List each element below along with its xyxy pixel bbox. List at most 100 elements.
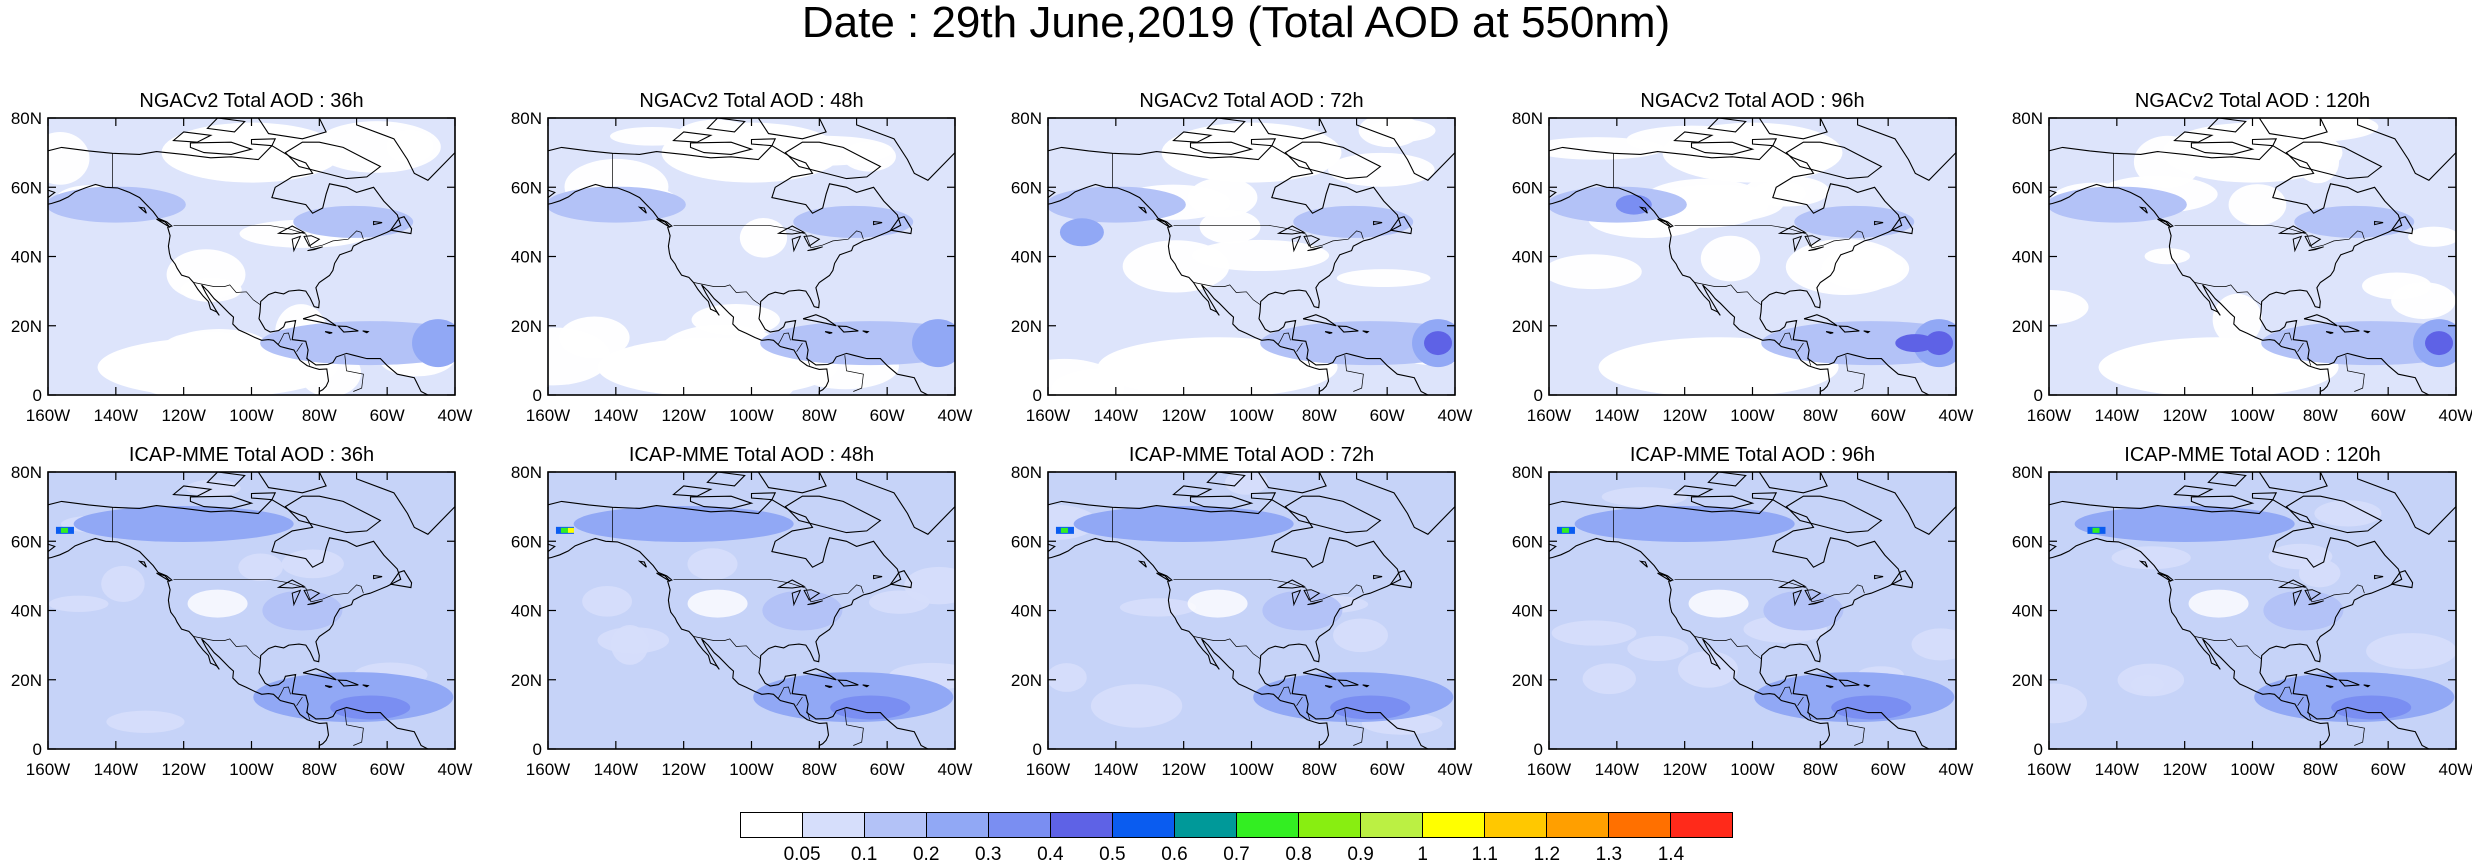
lon-tick-label: 60W bbox=[370, 760, 405, 779]
border-line bbox=[277, 686, 291, 699]
border-line bbox=[193, 282, 261, 306]
island-outline bbox=[1857, 118, 1956, 181]
island-outline bbox=[2337, 325, 2360, 333]
border-line bbox=[2307, 711, 2312, 720]
island-outline bbox=[2157, 572, 2172, 582]
border-line bbox=[1277, 686, 1291, 699]
island-outline bbox=[2138, 206, 2148, 214]
lat-tick-label: 60N bbox=[1011, 532, 1042, 551]
island-outline bbox=[2363, 684, 2371, 688]
island-outline bbox=[1785, 141, 1883, 180]
island-outline bbox=[2138, 560, 2148, 568]
coastline bbox=[48, 499, 455, 749]
lat-tick-label: 20N bbox=[1011, 671, 1042, 690]
lat-tick-label: 20N bbox=[511, 671, 542, 690]
island-outline bbox=[1189, 495, 1254, 509]
border-line bbox=[1797, 342, 1804, 352]
lon-tick-label: 140W bbox=[2095, 406, 2139, 425]
lake-outline bbox=[1291, 589, 1302, 607]
island-outline bbox=[2374, 220, 2384, 226]
island-outline bbox=[1284, 141, 1382, 180]
lon-tick-label: 100W bbox=[1730, 406, 1774, 425]
island-outline bbox=[1890, 570, 1914, 589]
colorbar-swatch bbox=[741, 813, 803, 837]
lon-tick-label: 160W bbox=[26, 760, 70, 779]
colorbar-tick-label: 1.2 bbox=[1533, 844, 1561, 865]
lake-outline bbox=[1303, 589, 1321, 601]
lake-outline bbox=[291, 235, 302, 253]
lon-tick-label: 40W bbox=[938, 406, 973, 425]
lat-tick-label: 0 bbox=[2034, 740, 2043, 759]
colorbar-swatch bbox=[1485, 813, 1547, 837]
panel-title: ICAP-MME Total AOD : 36h bbox=[129, 444, 374, 466]
coastline bbox=[1048, 145, 1455, 395]
border-line bbox=[1778, 686, 1792, 699]
lat-tick-label: 40N bbox=[1011, 602, 1042, 621]
island-outline bbox=[2390, 570, 2414, 589]
lon-tick-label: 140W bbox=[94, 406, 138, 425]
lake-outline bbox=[1303, 235, 1321, 247]
border-line bbox=[844, 709, 864, 746]
lake-outline bbox=[1291, 235, 1302, 253]
lon-tick-label: 80W bbox=[802, 406, 837, 425]
coastline bbox=[48, 145, 455, 395]
lake-outline bbox=[807, 600, 823, 606]
lake-outline bbox=[1808, 246, 1824, 252]
colorbar-tick-label: 0.1 bbox=[850, 844, 878, 865]
island-outline bbox=[206, 118, 246, 133]
border-line bbox=[1344, 355, 1364, 392]
border-line bbox=[1296, 342, 1303, 352]
colorbar-swatch bbox=[803, 813, 865, 837]
lake-outline bbox=[2308, 600, 2324, 606]
lon-tick-label: 140W bbox=[2095, 760, 2139, 779]
lon-tick-label: 80W bbox=[1302, 760, 1337, 779]
border-line bbox=[2194, 636, 2262, 660]
island-outline bbox=[1250, 138, 1277, 147]
island-outline bbox=[802, 668, 837, 681]
border-line bbox=[2345, 355, 2365, 392]
lat-tick-label: 60N bbox=[1512, 532, 1543, 551]
lake-outline bbox=[2292, 235, 2303, 253]
island-outline bbox=[1373, 220, 1383, 226]
colorbar-tick-label: 1.3 bbox=[1595, 844, 1623, 865]
colorbar-swatch bbox=[1237, 813, 1299, 837]
border-line bbox=[2345, 709, 2365, 746]
lon-tick-label: 120W bbox=[2162, 406, 2206, 425]
island-outline bbox=[836, 679, 859, 687]
panel-title: ICAP-MME Total AOD : 48h bbox=[629, 444, 874, 466]
map-panel: NGACv2 Total AOD : 120h 0 20N 40N 60N 80N 160W… bbox=[2012, 90, 2472, 425]
map-panel: NGACv2 Total AOD : 72h 0 20N 40N 60N 80N 160W 1… bbox=[1011, 90, 1473, 425]
island-outline bbox=[1172, 485, 1213, 497]
lat-tick-label: 20N bbox=[2012, 317, 2043, 336]
lon-tick-label: 120W bbox=[161, 760, 205, 779]
lon-tick-label: 100W bbox=[229, 406, 273, 425]
lake-outline bbox=[791, 589, 802, 607]
island-outline bbox=[324, 685, 333, 688]
island-outline bbox=[784, 141, 882, 180]
island-outline bbox=[373, 220, 383, 226]
lat-tick-label: 20N bbox=[511, 317, 542, 336]
border-line bbox=[173, 224, 364, 249]
border-line bbox=[1807, 711, 1812, 720]
colorbar-swatch bbox=[1175, 813, 1237, 837]
lon-tick-label: 160W bbox=[526, 760, 570, 779]
border-line bbox=[296, 342, 303, 352]
island-outline bbox=[1707, 472, 1747, 487]
island-outline bbox=[672, 131, 713, 143]
island-outline bbox=[1758, 118, 1828, 140]
lon-tick-label: 100W bbox=[1730, 760, 1774, 779]
island-outline bbox=[2157, 218, 2172, 228]
lat-tick-label: 40N bbox=[1512, 248, 1543, 267]
border-line bbox=[344, 709, 364, 746]
island-outline bbox=[336, 325, 359, 333]
lat-tick-label: 80N bbox=[2012, 109, 2043, 128]
panel-title: NGACv2 Total AOD : 96h bbox=[1640, 90, 1864, 112]
lat-tick-label: 40N bbox=[2012, 602, 2043, 621]
lat-tick-label: 20N bbox=[11, 317, 42, 336]
border-line bbox=[1296, 696, 1303, 706]
island-outline bbox=[706, 118, 746, 133]
island-outline bbox=[1751, 492, 1778, 501]
colorbar-tick-label: 0.4 bbox=[1037, 844, 1064, 865]
island-outline bbox=[1890, 216, 1914, 235]
